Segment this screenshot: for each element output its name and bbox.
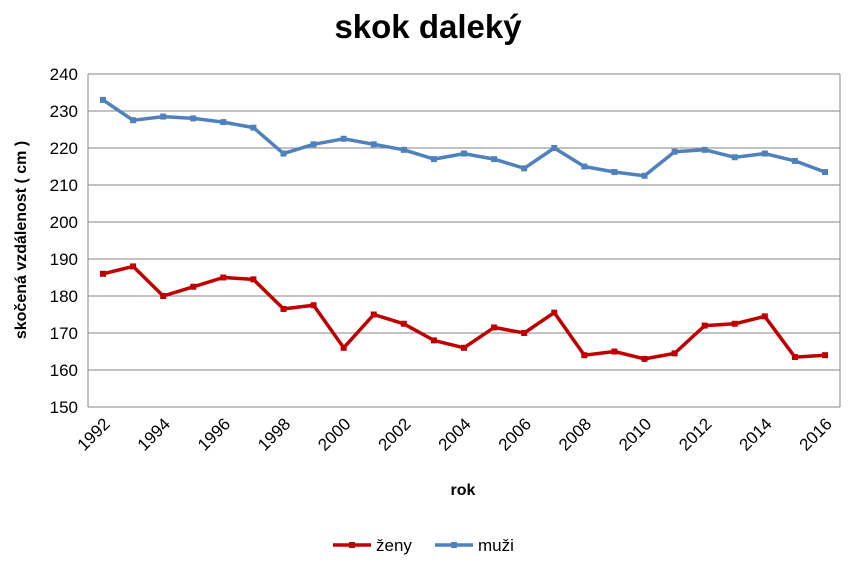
x-axis-label: rok <box>451 482 476 499</box>
data-point <box>250 276 257 283</box>
data-point <box>370 141 377 148</box>
data-point <box>641 355 648 362</box>
data-point <box>310 302 317 309</box>
legend-marker <box>349 542 355 548</box>
data-point <box>340 135 347 142</box>
x-tick-label: 1998 <box>254 414 294 454</box>
data-point <box>430 156 437 163</box>
y-axis-label: skočená vzdálenost ( cm ) <box>13 141 30 339</box>
y-tick-labels: 150 160 170 180 190 200 210 220 230 240 <box>50 65 78 417</box>
y-tick-label: 220 <box>50 139 78 158</box>
data-point <box>611 169 618 176</box>
data-point <box>100 96 106 103</box>
y-tick-label: 230 <box>50 102 78 121</box>
x-tick-label: 1992 <box>74 414 114 454</box>
y-tick-label: 190 <box>50 250 78 269</box>
x-tick-label: 2004 <box>435 414 475 454</box>
data-point <box>641 172 648 179</box>
data-point <box>491 324 498 331</box>
data-point <box>280 305 287 312</box>
data-point <box>280 150 287 157</box>
x-tick-label: 2016 <box>796 414 836 454</box>
data-point <box>822 352 828 359</box>
data-point <box>220 119 227 126</box>
data-point <box>521 165 528 172</box>
data-point <box>551 145 558 151</box>
x-tick-label: 2012 <box>675 414 715 454</box>
data-point <box>791 354 798 361</box>
data-point <box>491 156 498 163</box>
data-point <box>611 348 618 355</box>
x-tick-label: 2002 <box>374 414 414 454</box>
x-tick-label: 1996 <box>194 414 234 454</box>
x-tick-label: 2008 <box>555 414 595 454</box>
data-point <box>220 274 227 281</box>
y-tick-label: 160 <box>50 361 78 380</box>
data-point <box>130 263 137 270</box>
data-point <box>791 157 798 164</box>
data-point <box>250 124 257 131</box>
y-tick-label: 240 <box>50 65 78 84</box>
data-point <box>130 117 137 124</box>
data-point <box>400 146 407 153</box>
y-tick-label: 210 <box>50 176 78 195</box>
y-tick-label: 200 <box>50 213 78 232</box>
data-point <box>671 350 678 357</box>
data-point <box>731 154 738 161</box>
series-lines <box>100 96 828 362</box>
data-point <box>310 141 317 148</box>
x-tick-label: 1994 <box>134 414 174 454</box>
data-point <box>370 311 377 318</box>
data-point <box>551 309 558 316</box>
data-point <box>701 146 708 153</box>
y-tick-label: 170 <box>50 324 78 343</box>
x-tick-label: 2000 <box>314 414 354 454</box>
legend-label: muži <box>478 536 514 555</box>
data-point <box>190 115 197 122</box>
x-tick-label: 2006 <box>495 414 535 454</box>
data-point <box>160 293 167 299</box>
legend-label: ženy <box>376 536 412 555</box>
data-point <box>400 320 407 327</box>
data-point <box>731 320 738 327</box>
y-tick-label: 150 <box>50 398 78 417</box>
data-point <box>461 344 467 351</box>
data-point <box>671 148 678 155</box>
x-tick-label: 2014 <box>735 414 775 454</box>
data-point <box>581 163 588 170</box>
data-point <box>100 270 106 277</box>
data-point <box>581 352 588 359</box>
x-tick-labels: 1992 1994 1996 1998 2000 2002 2004 2006 2008 2010… <box>74 414 836 454</box>
x-tick-label: 2010 <box>615 414 655 454</box>
data-point <box>461 150 467 157</box>
data-point <box>190 283 197 290</box>
gridlines <box>87 73 841 408</box>
data-point <box>160 113 167 120</box>
data-point <box>761 150 768 157</box>
legend-marker <box>451 542 457 548</box>
chart-title: skok daleký <box>334 8 522 45</box>
data-point <box>761 313 768 320</box>
legend: ženy muži <box>333 536 514 555</box>
data-point <box>822 169 828 176</box>
data-point <box>521 330 528 336</box>
data-point <box>340 344 347 351</box>
y-tick-label: 180 <box>50 287 78 306</box>
data-point <box>701 322 708 329</box>
data-point <box>430 337 437 344</box>
